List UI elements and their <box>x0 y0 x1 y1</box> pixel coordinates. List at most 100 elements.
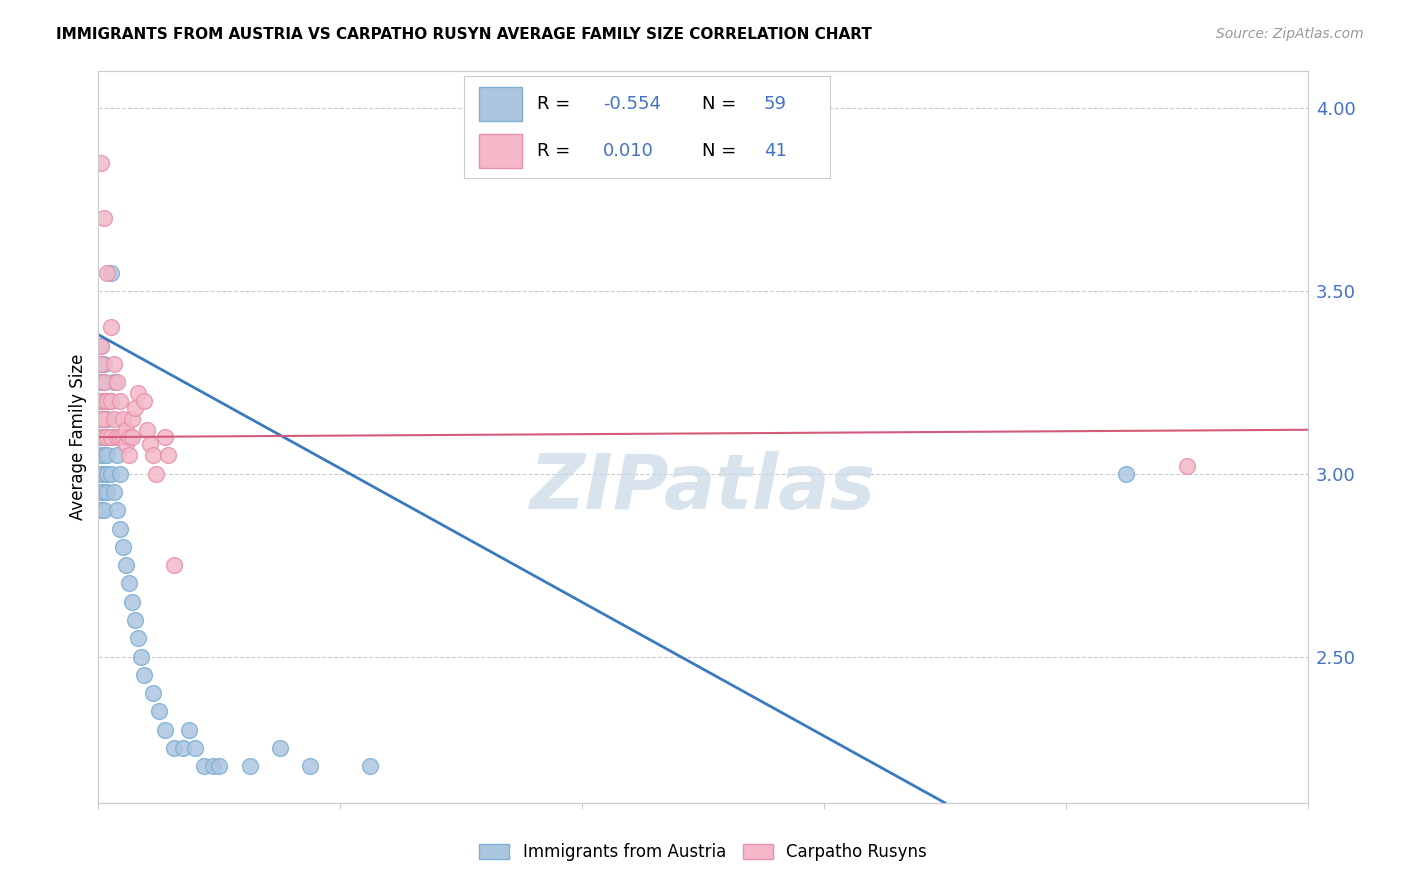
Text: N =: N = <box>702 95 741 112</box>
Point <box>105 449 128 463</box>
Point <box>90 485 112 500</box>
Point <box>121 412 143 426</box>
Point <box>142 449 165 463</box>
Point <box>124 613 146 627</box>
Point <box>239 759 262 773</box>
Point <box>172 741 194 756</box>
Point <box>111 430 134 444</box>
Point <box>93 503 115 517</box>
Point <box>142 686 165 700</box>
Point <box>93 467 115 481</box>
Point <box>105 503 128 517</box>
Point <box>93 412 115 426</box>
Point <box>93 430 115 444</box>
Point <box>93 485 115 500</box>
Point <box>114 558 136 573</box>
Point <box>90 503 112 517</box>
Point <box>96 266 118 280</box>
Point <box>127 632 149 646</box>
Point <box>100 430 122 444</box>
Point <box>145 467 167 481</box>
Point <box>153 723 176 737</box>
Point <box>193 759 215 773</box>
Text: 59: 59 <box>763 95 787 112</box>
Point <box>148 705 170 719</box>
Text: 41: 41 <box>763 142 786 160</box>
Point <box>1115 467 1137 481</box>
Point <box>153 430 176 444</box>
Point <box>93 430 115 444</box>
Point <box>139 437 162 451</box>
Y-axis label: Average Family Size: Average Family Size <box>69 354 87 520</box>
Point <box>208 759 231 773</box>
Point <box>105 430 128 444</box>
Point <box>90 393 112 408</box>
Point <box>100 266 122 280</box>
Point <box>114 423 136 437</box>
Point <box>111 540 134 554</box>
Point <box>90 339 112 353</box>
Point <box>156 449 179 463</box>
Point <box>100 430 122 444</box>
Point <box>93 412 115 426</box>
Point <box>90 375 112 389</box>
Point <box>135 423 157 437</box>
Point <box>96 412 118 426</box>
Point <box>118 430 141 444</box>
Point <box>93 393 115 408</box>
Text: Source: ZipAtlas.com: Source: ZipAtlas.com <box>1216 27 1364 41</box>
Point <box>360 759 382 773</box>
Point <box>93 375 115 389</box>
Point <box>132 668 155 682</box>
Point <box>103 412 125 426</box>
Point <box>121 430 143 444</box>
Point <box>93 357 115 371</box>
Point <box>90 430 112 444</box>
Text: -0.554: -0.554 <box>603 95 661 112</box>
Point <box>90 339 112 353</box>
Point <box>127 386 149 401</box>
Point <box>269 741 291 756</box>
Point <box>163 741 186 756</box>
Point <box>108 430 131 444</box>
Point <box>100 320 122 334</box>
Point <box>108 393 131 408</box>
Text: R =: R = <box>537 142 576 160</box>
Point <box>90 155 112 169</box>
Text: 0.010: 0.010 <box>603 142 654 160</box>
Point <box>96 393 118 408</box>
Point <box>100 467 122 481</box>
Point <box>96 485 118 500</box>
Point <box>90 467 112 481</box>
Point <box>111 412 134 426</box>
Text: R =: R = <box>537 95 576 112</box>
Point <box>93 393 115 408</box>
FancyBboxPatch shape <box>478 87 523 121</box>
Point <box>93 449 115 463</box>
Point <box>90 412 112 426</box>
Text: N =: N = <box>702 142 741 160</box>
Point <box>108 467 131 481</box>
Point <box>96 449 118 463</box>
Point <box>96 467 118 481</box>
Point <box>114 437 136 451</box>
Legend: Immigrants from Austria, Carpatho Rusyns: Immigrants from Austria, Carpatho Rusyns <box>472 837 934 868</box>
Text: IMMIGRANTS FROM AUSTRIA VS CARPATHO RUSYN AVERAGE FAMILY SIZE CORRELATION CHART: IMMIGRANTS FROM AUSTRIA VS CARPATHO RUSY… <box>56 27 872 42</box>
Point <box>163 558 186 573</box>
Point <box>184 741 207 756</box>
Point <box>90 449 112 463</box>
Point <box>105 375 128 389</box>
Point <box>1175 459 1198 474</box>
Point <box>121 595 143 609</box>
Point <box>132 393 155 408</box>
Text: ZIPatlas: ZIPatlas <box>530 451 876 525</box>
Point <box>100 393 122 408</box>
Point <box>93 211 115 225</box>
Point <box>179 723 201 737</box>
Point <box>100 393 122 408</box>
Point <box>96 393 118 408</box>
Point <box>96 430 118 444</box>
Point <box>103 375 125 389</box>
Point <box>90 393 112 408</box>
Point <box>299 759 322 773</box>
